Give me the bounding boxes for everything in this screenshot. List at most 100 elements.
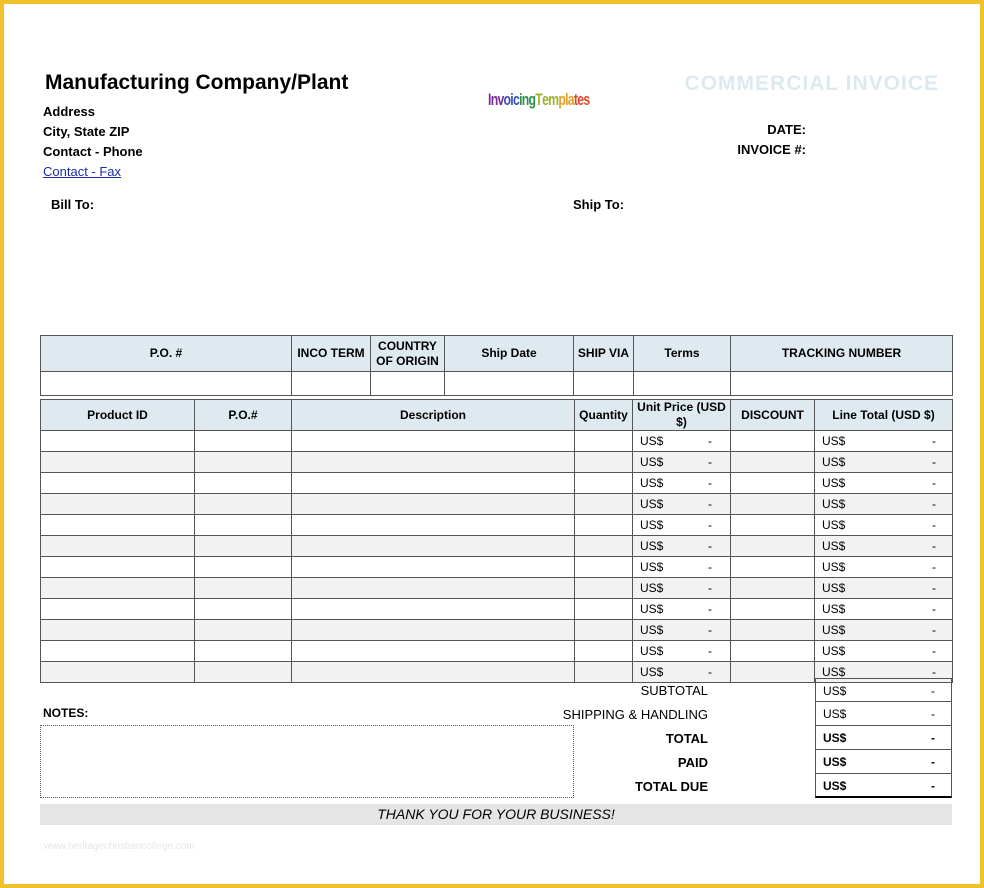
unit-price-cell[interactable]: US$ - [632,619,731,641]
po-number-cell[interactable] [194,619,292,641]
discount-cell[interactable] [730,556,815,578]
line-total-cell[interactable]: US$ - [814,430,953,452]
po-number-cell[interactable] [194,598,292,620]
line-total-cell[interactable]: US$ - [814,598,953,620]
line-total-cell[interactable]: US$ - [814,577,953,599]
po-number-cell[interactable] [194,661,292,683]
description-cell[interactable] [291,514,575,536]
quantity-cell[interactable] [574,493,633,515]
quantity-cell[interactable] [574,514,633,536]
po-number-cell[interactable] [194,556,292,578]
quantity-cell[interactable] [574,472,633,494]
unit-price-cell[interactable]: US$ - [632,493,731,515]
tracking-number-cell[interactable] [730,371,953,396]
unit-price-cell[interactable]: US$ - [632,556,731,578]
description-cell[interactable] [291,430,575,452]
po-number-cell[interactable] [194,640,292,662]
description-cell[interactable] [291,577,575,599]
po-number-cell[interactable] [194,514,292,536]
unit-price-cell[interactable]: US$ - [632,472,731,494]
quantity-cell[interactable] [574,661,633,683]
unit-price-cell[interactable]: US$ - [632,640,731,662]
product-id-cell[interactable] [40,619,195,641]
shipping-info-table: P.O. # INCO TERM COUNTRY OF ORIGIN Ship … [40,335,953,396]
quantity-cell[interactable] [574,640,633,662]
product-id-cell[interactable] [40,430,195,452]
discount-cell[interactable] [730,640,815,662]
ship-date-cell[interactable] [444,371,574,396]
po-number-cell[interactable] [194,577,292,599]
logo-letter: i [510,90,513,109]
po-number-cell[interactable] [194,451,292,473]
unit-price-cell[interactable]: US$ - [632,535,731,557]
line-total-cell[interactable]: US$ - [814,514,953,536]
product-id-cell[interactable] [40,472,195,494]
quantity-cell[interactable] [574,451,633,473]
description-cell[interactable] [291,535,575,557]
quantity-cell[interactable] [574,619,633,641]
product-id-cell[interactable] [40,451,195,473]
line-total-cell[interactable]: US$ - [814,619,953,641]
product-id-cell[interactable] [40,493,195,515]
discount-cell[interactable] [730,535,815,557]
discount-cell[interactable] [730,661,815,683]
product-id-cell[interactable] [40,577,195,599]
description-cell[interactable] [291,472,575,494]
ship-via-cell[interactable] [573,371,634,396]
unit-price-cell[interactable]: US$ - [632,514,731,536]
product-id-cell[interactable] [40,661,195,683]
discount-cell[interactable] [730,472,815,494]
line-total-cell[interactable]: US$ - [814,451,953,473]
total-value-box: US$ - [815,726,952,750]
description-cell[interactable] [291,661,575,683]
discount-cell[interactable] [730,451,815,473]
bill-to-label: Bill To: [51,197,95,212]
notes-textarea[interactable] [40,725,574,798]
quantity-cell[interactable] [574,577,633,599]
product-id-cell[interactable] [40,556,195,578]
quantity-cell[interactable] [574,556,633,578]
description-cell[interactable] [291,493,575,515]
inco-term-cell[interactable] [291,371,371,396]
po-number-cell[interactable] [194,535,292,557]
unit-price-cell[interactable]: US$ - [632,577,731,599]
contact-fax-link[interactable]: Contact - Fax [43,164,122,179]
discount-cell[interactable] [730,577,815,599]
discount-cell[interactable] [730,493,815,515]
quantity-cell[interactable] [574,535,633,557]
unit-price-cell[interactable]: US$ - [632,598,731,620]
line-total-cell[interactable]: US$ - [814,535,953,557]
po-number-cell[interactable] [194,493,292,515]
amount-value: - [932,434,936,448]
discount-cell[interactable] [730,514,815,536]
line-total-cell[interactable]: US$ - [814,472,953,494]
country-of-origin-cell[interactable] [370,371,445,396]
description-cell[interactable] [291,619,575,641]
line-total-cell[interactable]: US$ - [814,640,953,662]
discount-cell[interactable] [730,598,815,620]
line-total-cell[interactable]: US$ - [814,493,953,515]
discount-cell[interactable] [730,619,815,641]
product-id-cell[interactable] [40,514,195,536]
table-row: US$ - US$ - [40,619,953,641]
po-cell[interactable] [40,371,292,396]
line-total-cell[interactable]: US$ - [814,556,953,578]
line-total-cell[interactable]: US$ - [814,661,953,683]
unit-price-cell[interactable]: US$ - [632,451,731,473]
quantity-cell[interactable] [574,430,633,452]
quantity-cell[interactable] [574,598,633,620]
terms-cell[interactable] [633,371,731,396]
product-id-cell[interactable] [40,535,195,557]
description-cell[interactable] [291,451,575,473]
description-cell[interactable] [291,640,575,662]
po-number-cell[interactable] [194,430,292,452]
po-number-cell[interactable] [194,472,292,494]
product-id-cell[interactable] [40,598,195,620]
discount-cell[interactable] [730,430,815,452]
product-id-cell[interactable] [40,640,195,662]
table-row: US$ - US$ - [40,493,953,515]
unit-price-cell[interactable]: US$ - [632,430,731,452]
description-cell[interactable] [291,556,575,578]
unit-price-cell[interactable]: US$ - [632,661,731,683]
description-cell[interactable] [291,598,575,620]
